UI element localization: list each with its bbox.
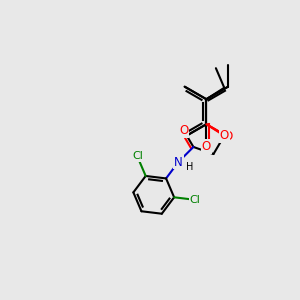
Text: O: O: [202, 140, 211, 153]
Text: O: O: [220, 129, 229, 142]
Text: Cl: Cl: [190, 195, 201, 205]
Text: N: N: [174, 155, 183, 169]
Text: Cl: Cl: [132, 152, 143, 161]
Text: O: O: [224, 130, 233, 143]
Text: O: O: [179, 124, 188, 137]
Text: H: H: [186, 162, 193, 172]
